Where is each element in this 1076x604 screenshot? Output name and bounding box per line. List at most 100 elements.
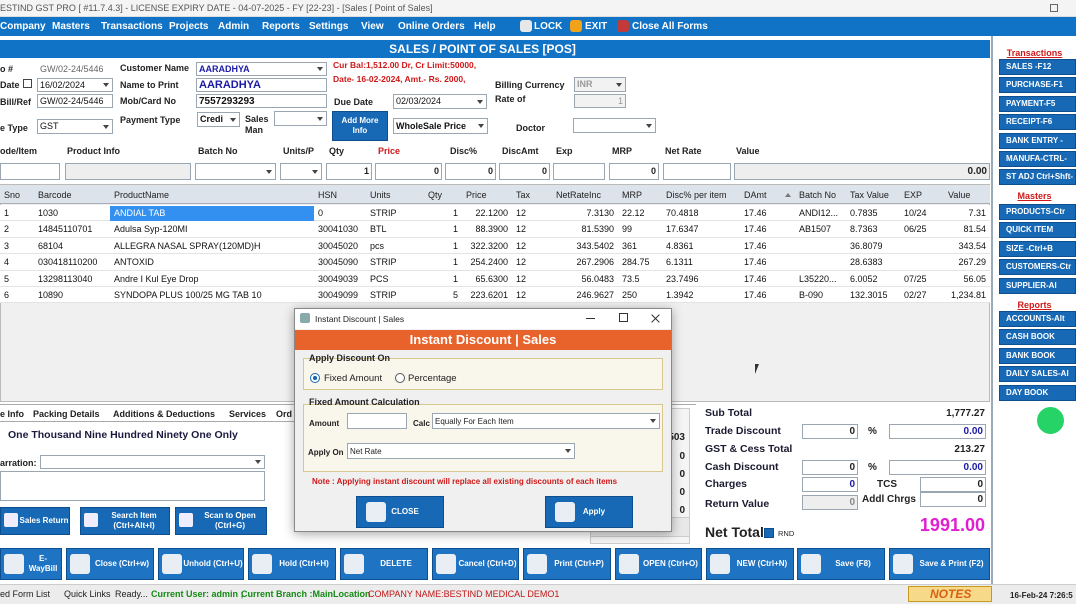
input-box[interactable] [802,424,858,439]
input-box[interactable] [195,163,276,180]
rows: 1 [452,224,458,235]
dropdown-arrow [478,124,484,128]
menu[interactable]: Help [474,21,496,32]
rows: 17.46 [744,290,767,300]
input-box[interactable] [802,495,858,510]
notes[interactable]: NOTES [930,587,972,601]
input-box[interactable] [197,112,240,127]
masters-button[interactable]: SUPPLIER-Al [999,277,1076,294]
menu[interactable]: View [361,21,384,32]
reports-button[interactable]: ACCOUNTS-Alt [999,311,1076,327]
salesman-label: Sales Man [245,114,269,135]
input-box[interactable] [274,111,327,126]
input-box[interactable] [37,94,113,108]
input-box[interactable] [40,455,265,469]
menu[interactable]: EXIT [585,21,608,32]
menu[interactable]: Masters [52,21,90,32]
menu[interactable]: Reports [262,21,300,32]
options[interactable]: Percentage [408,373,457,384]
masters-button[interactable]: CUSTOMERS-Ctr [999,259,1076,276]
add-more-button[interactable]: Add More Info [332,111,388,141]
reports-button[interactable]: DAILY SALES-Al [999,366,1076,383]
menu[interactable]: Settings [309,21,349,32]
reports-button[interactable]: DAY BOOK [999,384,1076,401]
input-box[interactable] [920,477,986,492]
menu[interactable]: Projects [169,21,209,32]
input-box[interactable] [37,78,113,92]
transactions-button[interactable]: SALES -F12 [999,59,1076,75]
input-box[interactable] [0,163,60,180]
calc-group: Fixed Amount Calculation [309,397,420,407]
input-box[interactable] [663,163,731,180]
transactions-button[interactable]: MANUFA-CTRL- [999,151,1076,167]
menu[interactable]: Company [0,21,46,32]
input-box[interactable] [347,443,575,459]
input-box[interactable] [802,460,858,475]
transactions-button[interactable]: BANK ENTRY - [999,132,1076,149]
columns: ProductName [114,190,170,200]
tabs[interactable]: Packing Details [33,409,100,419]
rows: 56.0483 [581,273,614,284]
transactions-button[interactable]: PAYMENT-F5 [999,95,1076,112]
input-box[interactable] [196,94,327,108]
dropdown-arrow [103,124,109,129]
masters-button[interactable]: QUICK ITEM [999,222,1076,239]
masters-button[interactable]: SIZE -Ctrl+B [999,240,1076,257]
menu[interactable]: Online Orders [398,21,465,32]
transactions-button[interactable]: PURCHASE-F1 [999,77,1076,94]
transactions-button[interactable]: RECEIPT-F6 [999,114,1076,131]
input-box[interactable] [280,163,322,180]
dropdown-arrow [255,460,261,464]
tabs[interactable]: e Info [0,409,24,419]
input-box[interactable] [37,119,113,134]
form-title: SALES / POINT OF SALES [POS] [389,42,576,56]
input-box[interactable] [920,492,986,507]
reports-button[interactable]: BANK BOOK [999,347,1076,364]
input-box[interactable] [574,94,626,108]
tabs[interactable]: Services [229,409,267,419]
rows: 4 [4,257,10,268]
masters-button[interactable]: PRODUCTS-Ctr [999,204,1076,220]
bottom-buttons-button[interactable]: Unhold (Ctrl+U) [158,548,244,580]
input-box[interactable] [347,413,407,429]
input-box[interactable] [196,78,327,92]
input-box[interactable] [393,118,488,134]
charges-label: Charges [705,478,748,490]
input-box[interactable] [889,460,986,475]
input-box[interactable] [432,413,660,429]
rows: 22.1200 [475,208,508,218]
input-box[interactable] [609,163,659,180]
narration-box[interactable] [0,471,265,501]
bottom-buttons-button[interactable]: Save (F8) [797,548,885,580]
rows: 246.9627 [576,290,614,300]
input-box[interactable] [196,62,327,76]
mrp: 0 [650,166,656,176]
input-box[interactable] [734,163,990,180]
input-box[interactable] [393,94,487,109]
options[interactable]: Fixed Amount [324,373,383,384]
inv-value: GW/02-24/5446 [40,64,104,74]
menu[interactable]: Admin [218,21,250,32]
transactions-button[interactable]: ST ADJ Ctrl+Shft- [999,169,1076,186]
menu[interactable]: Close All Forms [632,21,708,32]
input-box[interactable] [499,163,550,180]
input-box[interactable] [375,163,442,180]
input-box[interactable] [574,77,626,92]
tabs[interactable]: Ord [276,409,293,419]
input-box[interactable] [326,163,372,180]
input-box[interactable] [553,163,605,180]
rows: 1 [452,240,458,251]
input-box[interactable] [889,424,986,439]
tabs[interactable]: Additions & Deductions [113,409,215,419]
reports-button[interactable]: CASH BOOK [999,329,1076,346]
input-box[interactable] [573,118,656,133]
input-box[interactable] [65,163,191,180]
dialog-titlebar [295,309,671,329]
input-box[interactable] [802,477,858,492]
input-box[interactable] [445,163,496,180]
rows: 1 [4,208,10,218]
rows: 1.3942 [666,290,694,300]
menu[interactable]: LOCK [534,21,563,32]
menu[interactable]: Transactions [101,21,163,32]
button-icon [179,513,193,527]
